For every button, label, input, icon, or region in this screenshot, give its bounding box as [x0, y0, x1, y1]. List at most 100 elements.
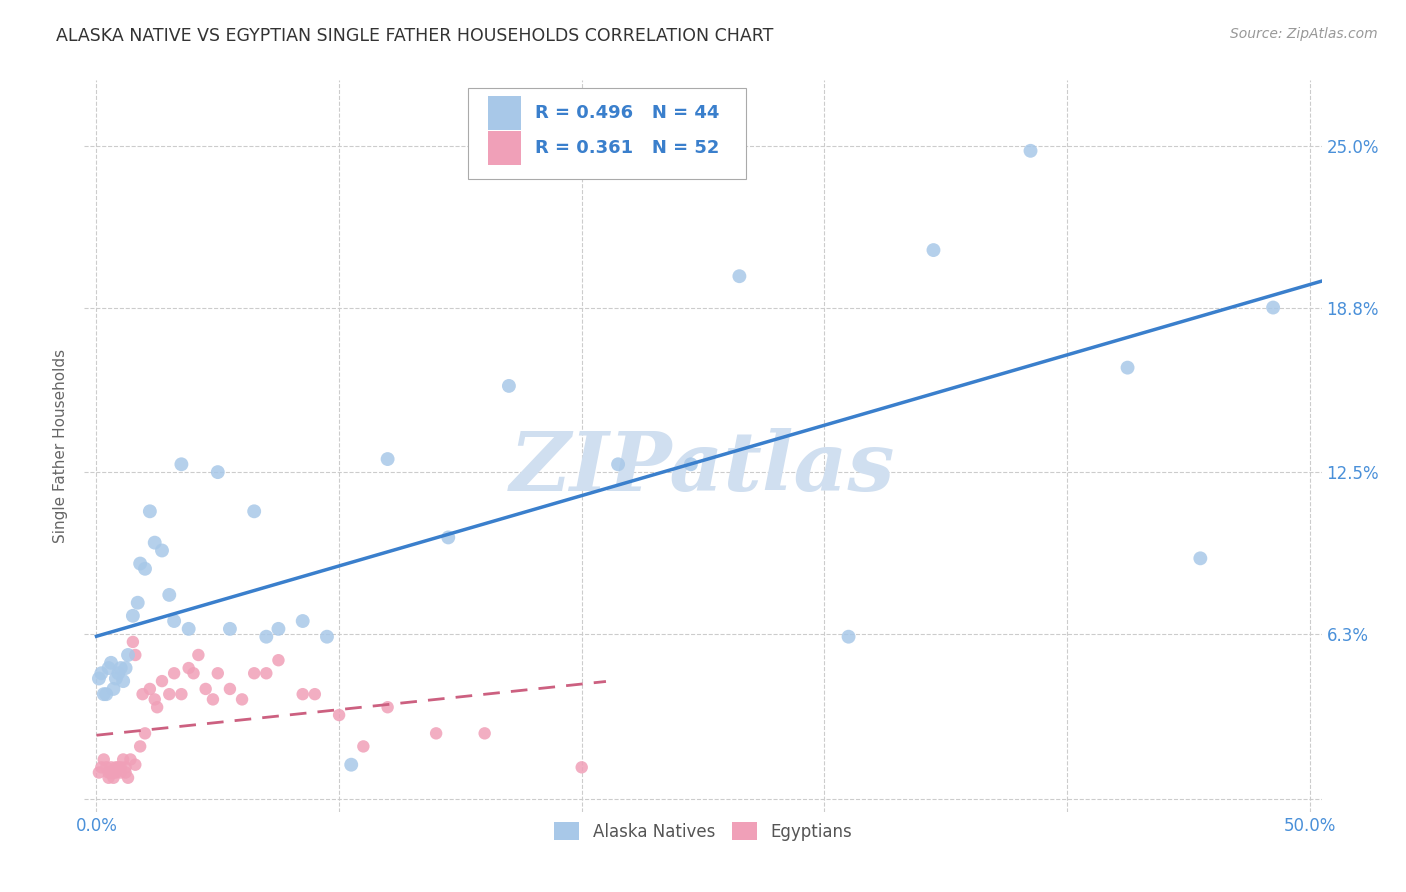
Point	[1116, 360, 1139, 375]
Point	[103, 771, 125, 785]
FancyBboxPatch shape	[488, 96, 522, 130]
Point	[104, 765, 127, 780]
Point	[120, 752, 142, 766]
Point	[129, 557, 152, 571]
Point	[96, 687, 118, 701]
Point	[291, 614, 314, 628]
Point	[100, 765, 122, 780]
Point	[124, 648, 146, 662]
Point	[207, 465, 229, 479]
Point	[194, 681, 217, 696]
Point	[100, 760, 122, 774]
Point	[1261, 301, 1284, 315]
Point	[93, 687, 115, 701]
Point	[243, 504, 266, 518]
Point	[114, 661, 136, 675]
Point	[679, 458, 702, 472]
Point	[1189, 551, 1212, 566]
Point	[157, 588, 180, 602]
Point	[87, 672, 110, 686]
Point	[124, 757, 146, 772]
Point	[90, 760, 112, 774]
Point	[254, 666, 277, 681]
Point	[117, 648, 139, 662]
Legend: Alaska Natives, Egyptians: Alaska Natives, Egyptians	[547, 816, 859, 847]
Point	[219, 622, 242, 636]
Point	[112, 674, 135, 689]
Point	[922, 243, 945, 257]
Point	[143, 535, 166, 549]
Point	[114, 760, 136, 774]
Text: ZIPatlas: ZIPatlas	[510, 428, 896, 508]
Text: ALASKA NATIVE VS EGYPTIAN SINGLE FATHER HOUSEHOLDS CORRELATION CHART: ALASKA NATIVE VS EGYPTIAN SINGLE FATHER …	[56, 27, 773, 45]
Point	[1019, 144, 1042, 158]
Point	[177, 661, 200, 675]
Point	[150, 674, 173, 689]
Point	[254, 630, 277, 644]
Point	[104, 760, 127, 774]
Point	[87, 765, 110, 780]
Point	[157, 687, 180, 701]
Point	[117, 771, 139, 785]
Point	[143, 692, 166, 706]
Text: R = 0.496   N = 44: R = 0.496 N = 44	[534, 104, 718, 122]
Point	[103, 681, 125, 696]
Point	[107, 666, 129, 681]
Point	[728, 269, 751, 284]
Point	[139, 681, 162, 696]
Point	[498, 379, 520, 393]
Point	[163, 614, 186, 628]
Point	[96, 760, 118, 774]
Point	[122, 608, 145, 623]
Point	[377, 452, 399, 467]
Point	[97, 771, 120, 785]
Point	[93, 752, 115, 766]
Point	[100, 656, 122, 670]
Point	[146, 700, 169, 714]
Point	[291, 687, 314, 701]
Point	[97, 661, 120, 675]
FancyBboxPatch shape	[488, 131, 522, 166]
Point	[112, 752, 135, 766]
Point	[316, 630, 339, 644]
Point	[103, 765, 125, 780]
Text: Source: ZipAtlas.com: Source: ZipAtlas.com	[1230, 27, 1378, 41]
Point	[328, 708, 350, 723]
Point	[304, 687, 326, 701]
Point	[97, 765, 120, 780]
Point	[131, 687, 153, 701]
Point	[474, 726, 496, 740]
Point	[352, 739, 374, 754]
Point	[219, 681, 242, 696]
FancyBboxPatch shape	[468, 87, 747, 179]
Point	[170, 458, 193, 472]
Point	[267, 622, 290, 636]
Point	[134, 562, 156, 576]
Point	[231, 692, 253, 706]
Point	[90, 666, 112, 681]
Point	[129, 739, 152, 754]
Point	[207, 666, 229, 681]
Point	[377, 700, 399, 714]
Point	[437, 530, 460, 544]
Point	[187, 648, 209, 662]
Point	[107, 760, 129, 774]
Point	[110, 760, 132, 774]
Point	[607, 458, 630, 472]
Point	[163, 666, 186, 681]
Text: R = 0.361   N = 52: R = 0.361 N = 52	[534, 139, 718, 157]
Point	[183, 666, 205, 681]
Point	[170, 687, 193, 701]
Y-axis label: Single Father Households: Single Father Households	[53, 349, 69, 543]
Point	[425, 726, 447, 740]
Point	[110, 765, 132, 780]
Point	[104, 672, 127, 686]
Point	[127, 596, 149, 610]
Point	[838, 630, 860, 644]
Point	[201, 692, 224, 706]
Point	[114, 765, 136, 780]
Point	[243, 666, 266, 681]
Point	[139, 504, 162, 518]
Point	[340, 757, 363, 772]
Point	[267, 653, 290, 667]
